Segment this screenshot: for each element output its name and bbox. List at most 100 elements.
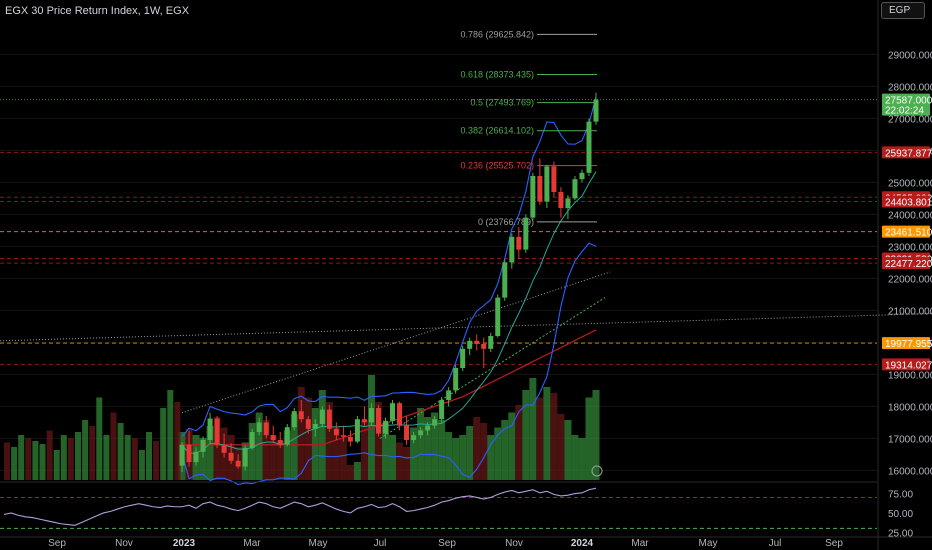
candle-body: [404, 425, 410, 440]
volume-bar: [389, 435, 397, 480]
volume-bar: [410, 427, 418, 480]
volume-bar: [318, 390, 326, 480]
candle-body: [579, 172, 585, 180]
candle-body: [368, 408, 374, 423]
rsi-line: [3, 487, 597, 526]
price-label-text: 22477.220: [885, 259, 932, 270]
volume-bar: [381, 423, 389, 480]
x-axis-tick-label: May: [309, 538, 328, 549]
x-axis-tick-label: Sep: [825, 538, 843, 549]
candle-body: [467, 340, 473, 349]
candle-body: [558, 192, 564, 208]
volume-bar: [494, 427, 502, 480]
volume-bar: [255, 412, 263, 480]
volume-bar: [153, 441, 160, 480]
rsi-tick-label: 50.00: [888, 509, 913, 520]
volume-bar: [269, 435, 277, 480]
y-axis-tick-label: 17000.000: [888, 434, 932, 445]
candle-body: [523, 217, 529, 250]
rsi-tick-label: 75.00: [888, 490, 913, 501]
candle-body: [298, 411, 304, 420]
volume-bar: [508, 412, 516, 480]
volume-bar: [32, 441, 39, 480]
volume-bar: [564, 420, 572, 480]
volume-bar: [276, 441, 284, 480]
price-label-text: 19977.955: [885, 339, 932, 350]
volume-bar: [18, 435, 25, 480]
volume-bar: [536, 397, 544, 480]
candle-body: [263, 422, 269, 436]
candle-body: [586, 121, 592, 173]
x-axis-tick-label: Mar: [243, 538, 261, 549]
volume-bar: [110, 412, 117, 480]
x-axis-tick-label: Jul: [769, 538, 782, 549]
y-axis-tick-label: 18000.000: [888, 402, 932, 413]
candle-body: [593, 99, 599, 122]
volume-bar: [360, 420, 368, 480]
y-axis-tick-label: 16000.000: [888, 466, 932, 477]
price-label-text: 25937.877: [885, 148, 932, 159]
volume-bar: [96, 397, 103, 480]
volume-bar: [417, 408, 425, 480]
volume-bar: [592, 390, 600, 480]
volume-bar: [374, 402, 382, 480]
chart-title: EGX 30 Price Return Index, 1W, EGX: [5, 5, 190, 17]
volume-bar: [501, 420, 509, 480]
volume-bar: [39, 444, 46, 480]
candle-body: [565, 198, 571, 208]
volume-bar: [290, 414, 298, 480]
volume-bar: [522, 390, 530, 480]
candle-body: [242, 448, 248, 467]
y-axis-tick-label: 22000.000: [888, 274, 932, 285]
x-axis-tick-label: 2024: [571, 538, 594, 549]
x-axis-tick-label: May: [699, 538, 718, 549]
candle-body: [446, 390, 452, 400]
bollinger-upper-band: [181, 96, 597, 438]
candle-body: [474, 340, 480, 344]
fib-level-label: 0.382 (26614.102): [460, 126, 534, 136]
volume-bar: [138, 450, 145, 480]
candle-body: [207, 418, 213, 440]
fib-level-label: 0.5 (27493.769): [470, 98, 534, 108]
volume-bar: [431, 412, 439, 480]
candle-body: [382, 420, 388, 434]
candle-body: [397, 403, 403, 426]
y-axis-tick-label: 23000.000: [888, 242, 932, 253]
volume-bar: [339, 438, 347, 480]
candle-body: [509, 236, 515, 263]
volume-bar: [543, 387, 551, 480]
volume-bar: [167, 390, 174, 480]
candle-body: [333, 428, 339, 436]
candle-body: [326, 409, 332, 429]
volume-bar: [396, 442, 404, 480]
volume-bar: [578, 438, 586, 480]
volume-bar: [67, 438, 74, 480]
candle-body: [214, 418, 220, 445]
x-axis-tick-label: Jul: [374, 538, 387, 549]
y-axis-tick-label: 27000.000: [888, 114, 932, 125]
y-axis-tick-label: 24000.000: [888, 210, 932, 221]
candle-body: [270, 435, 276, 440]
candle-body: [516, 236, 522, 250]
volume-bar: [353, 462, 361, 480]
currency-selector[interactable]: EGP: [881, 2, 925, 19]
price-label-badge: [882, 195, 930, 208]
candle-body: [312, 424, 318, 429]
volume-bar: [325, 402, 333, 480]
candle-body: [488, 336, 494, 349]
price-label-text: 24403.801: [885, 197, 932, 208]
volume-bar: [487, 435, 495, 480]
candle-body: [460, 348, 466, 368]
price-label-badge: [882, 358, 930, 371]
candle-body: [481, 344, 487, 349]
candle-body: [277, 440, 283, 445]
candle-body: [375, 408, 381, 434]
price-label-badge: [882, 257, 930, 270]
volume-bar: [174, 402, 181, 480]
x-axis-tick-label: Sep: [48, 538, 66, 549]
volume-bar: [466, 426, 474, 480]
volume-bar: [403, 447, 411, 480]
volume-bar: [11, 447, 18, 480]
volume-bar: [75, 432, 81, 480]
